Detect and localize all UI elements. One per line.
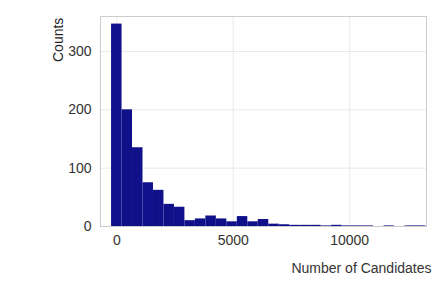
svg-text:0: 0 — [84, 218, 92, 234]
svg-text:200: 200 — [68, 101, 92, 117]
svg-text:10000: 10000 — [330, 232, 369, 248]
svg-text:300: 300 — [68, 43, 92, 59]
svg-text:100: 100 — [68, 160, 92, 176]
html-text:Counts: Counts — [50, 17, 66, 62]
svg-text:5000: 5000 — [218, 232, 249, 248]
svg-text:0: 0 — [113, 232, 121, 248]
svg-text:Number of Candidates: Number of Candidates — [291, 260, 431, 276]
